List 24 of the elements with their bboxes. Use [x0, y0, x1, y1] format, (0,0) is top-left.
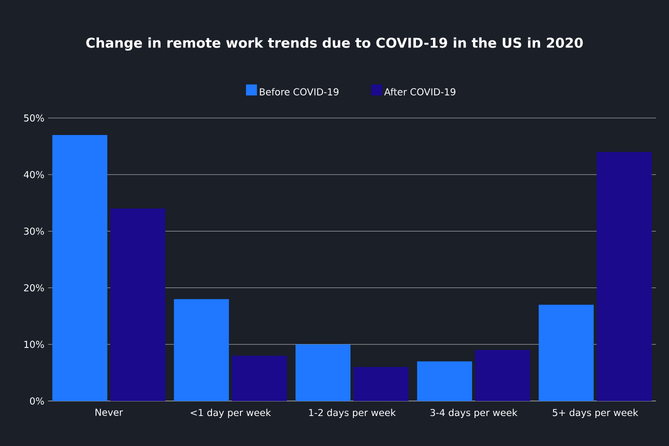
x-tick-label: 3-4 days per week	[430, 408, 518, 418]
bar	[110, 208, 166, 401]
legend-label: Before COVID-19	[260, 88, 338, 96]
bar	[174, 299, 229, 401]
bar	[52, 134, 108, 401]
bar	[296, 344, 350, 401]
legend-label: After COVID-19	[384, 88, 456, 96]
bar	[232, 356, 287, 401]
x-tick-label: 5+ days per week	[552, 408, 638, 418]
bar	[417, 361, 472, 401]
y-tick-label: 20%	[24, 284, 44, 292]
bar	[354, 367, 408, 401]
y-tick-label: 50%	[24, 114, 44, 122]
x-tick-label: Never	[96, 408, 123, 416]
y-tick-label: 40%	[24, 170, 44, 178]
bar	[475, 350, 530, 401]
x-tick-label: 1-2 days per week	[309, 408, 396, 418]
bar	[538, 304, 594, 401]
chart-title: Change in remote work trends due to COVID-19 in the US in 2020	[86, 37, 583, 51]
y-tick-label: 0%	[30, 397, 44, 405]
y-tick-label: 30%	[24, 228, 44, 235]
y-tick-label: 10%	[24, 340, 44, 348]
x-tick-label: <1 day per week	[190, 408, 272, 418]
bar	[596, 152, 652, 401]
